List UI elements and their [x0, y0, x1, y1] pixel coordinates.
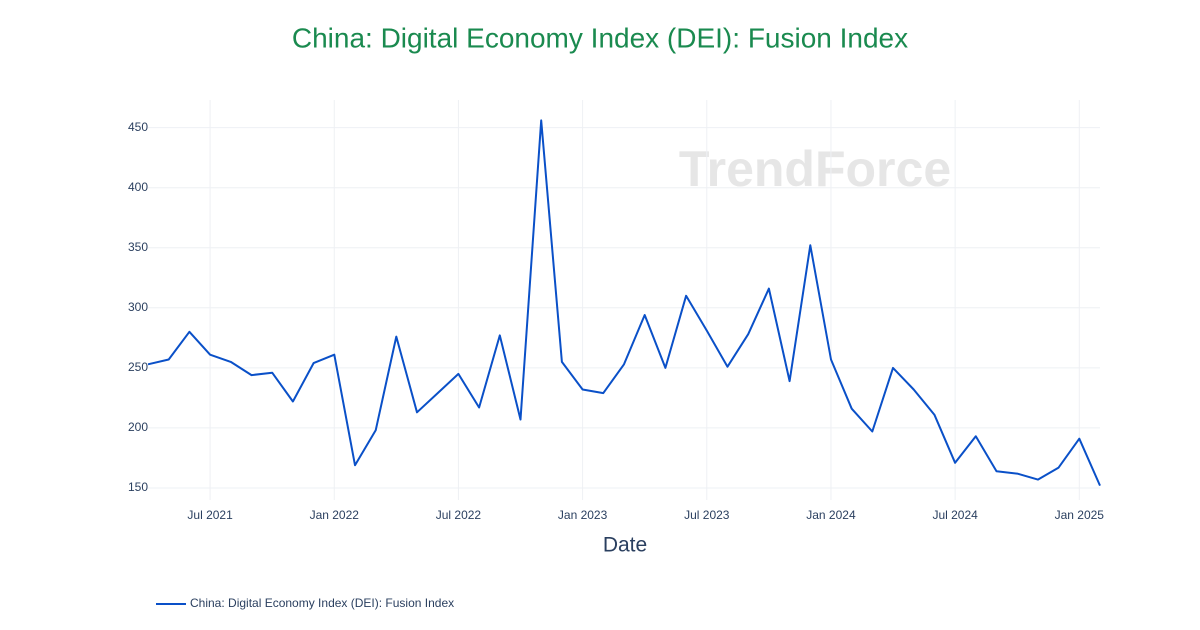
x-tick-label: Jul 2022	[436, 508, 482, 522]
y-tick-label: 350	[128, 240, 148, 254]
data-line	[147, 119, 1101, 487]
x-tick-label: Jul 2023	[684, 508, 730, 522]
x-tick-label: Jul 2021	[187, 508, 233, 522]
grid	[148, 100, 1100, 500]
x-tick-label: Jan 2025	[1055, 508, 1105, 522]
x-tick-label: Jul 2024	[932, 508, 978, 522]
watermark: TrendForce	[679, 141, 951, 197]
x-axis-title: Date	[603, 534, 647, 557]
y-tick-label: 450	[128, 120, 148, 134]
y-tick-label: 150	[128, 480, 148, 494]
y-tick-label: 400	[128, 180, 148, 194]
chart-title: China: Digital Economy Index (DEI): Fusi…	[292, 22, 908, 53]
y-tick-label: 250	[128, 360, 148, 374]
legend-label: China: Digital Economy Index (DEI): Fusi…	[190, 596, 454, 610]
y-tick-label: 200	[128, 420, 148, 434]
x-tick-label: Jan 2022	[310, 508, 360, 522]
x-tick-label: Jan 2024	[806, 508, 856, 522]
x-tick-label: Jan 2023	[558, 508, 608, 522]
y-tick-label: 300	[128, 300, 148, 314]
